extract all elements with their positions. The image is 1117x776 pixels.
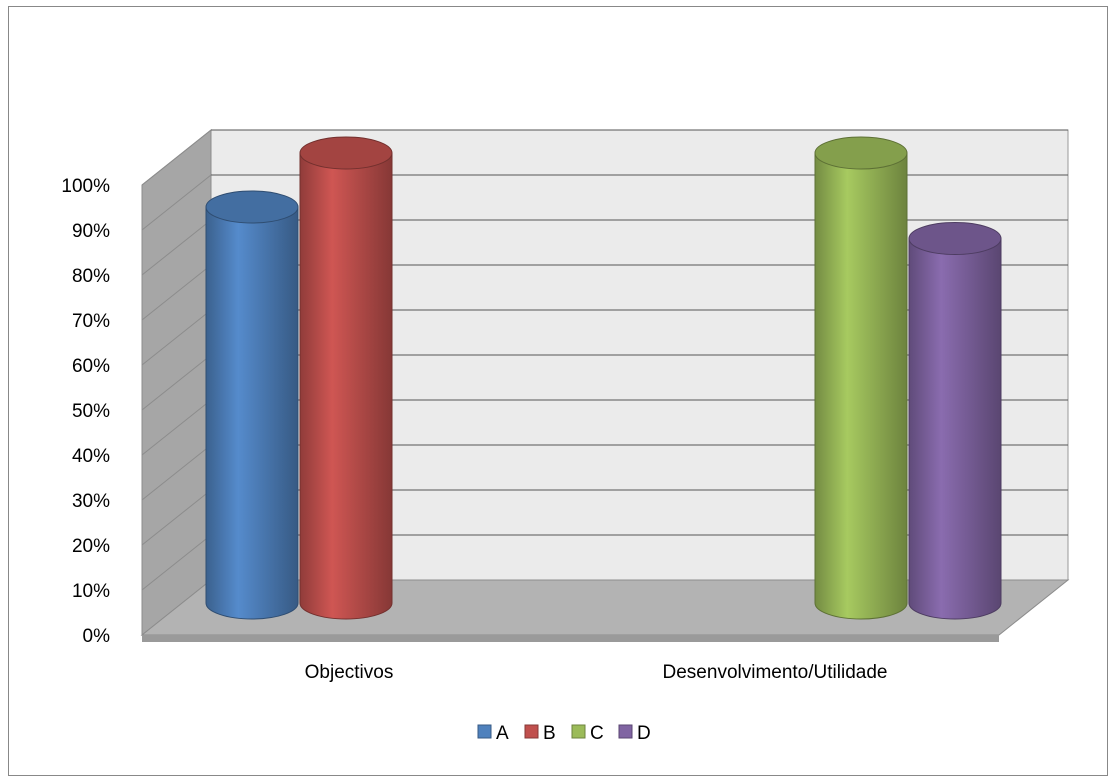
legend-swatch [618,724,633,739]
side-gridline [141,219,212,276]
legend-label: A [496,723,509,744]
legend-swatch [571,724,586,739]
legend-label: C [590,723,604,744]
y-tick-label: 10% [72,581,110,602]
bar-B-0 [299,136,393,620]
y-tick-label: 0% [83,626,111,647]
legend-swatch [477,724,492,739]
side-gridline [141,309,212,366]
bar-body [205,206,299,620]
legend: A B C D [477,723,651,744]
y-tick-label: 100% [61,176,110,197]
legend-item-B: B [524,723,556,744]
side-gridline [141,444,212,501]
bar-top [908,222,1002,255]
y-tick-label: 40% [72,446,110,467]
side-gridline [141,129,212,186]
bar-A-0 [205,190,299,620]
bar-D-1 [908,222,1002,620]
legend-swatch [524,724,539,739]
bar-body [908,238,1002,620]
side-gridline [141,399,212,456]
y-tick-label: 20% [72,536,110,557]
y-tick-label: 70% [72,311,110,332]
bars [205,136,1002,620]
legend-label: D [637,723,651,744]
bar-body [299,152,393,620]
x-category-label: Desenvolvimento/Utilidade [663,662,888,683]
bar-top [205,190,299,224]
y-axis-ticks: 0% 10% 20% 30% 40% 50% 60% 70% 80% 90% 100% [61,176,110,647]
y-tick-label: 30% [72,491,110,512]
legend-label: B [543,723,556,744]
chart-floor-front [142,635,999,642]
y-tick-label: 80% [72,266,110,287]
x-category-label: Objectivos [305,662,394,683]
y-tick-label: 50% [72,401,110,422]
side-gridline [141,174,212,231]
bar-body [814,152,908,620]
side-gridline [141,264,212,321]
y-tick-label: 90% [72,221,110,242]
legend-item-A: A [477,723,509,744]
x-axis-categories: Objectivos Desenvolvimento/Utilidade [305,662,888,683]
bar-C-1 [814,136,908,620]
legend-item-D: D [618,723,651,744]
y-tick-label: 60% [72,356,110,377]
bar-top [299,136,393,170]
side-gridline [141,354,212,411]
side-gridline [141,489,212,546]
legend-item-C: C [571,723,604,744]
bar-top [814,136,908,170]
side-gridline [141,534,212,591]
